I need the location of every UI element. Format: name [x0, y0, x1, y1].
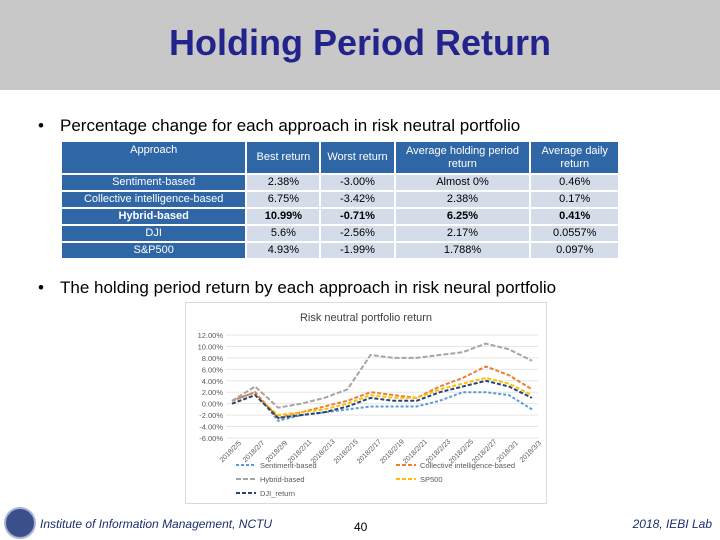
avg-holding-cell: 6.25% — [395, 209, 530, 224]
x-tick-label: 2018/2/5 — [219, 440, 243, 464]
bullet-text-2: The holding period return by each approa… — [60, 278, 557, 297]
page-number: 40 — [354, 520, 368, 534]
y-tick-label: -6.00% — [199, 434, 223, 443]
worst-return-cell: -3.00% — [321, 175, 394, 190]
avg-daily-cell: 0.17% — [531, 192, 618, 207]
avg-daily-cell: 0.46% — [531, 175, 618, 190]
table-row: Sentiment-based 2.38% -3.00% Almost 0% 0.46% — [62, 175, 618, 190]
series-line — [231, 379, 533, 420]
best-return-cell: 10.99% — [247, 209, 320, 224]
y-tick-label: 0.00% — [202, 400, 224, 409]
series-line — [231, 376, 533, 417]
best-return-cell: 2.38% — [247, 175, 320, 190]
approach-cell: Sentiment-based — [62, 175, 246, 190]
worst-return-cell: -2.56% — [321, 226, 394, 241]
avg-holding-cell: 2.17% — [395, 226, 530, 241]
avg-holding-cell: 2.38% — [395, 192, 530, 207]
y-tick-label: 6.00% — [202, 365, 224, 374]
legend-label: Sentiment-based — [260, 461, 317, 470]
worst-return-cell: -3.42% — [321, 192, 394, 207]
table-header-row: Approach Best return Worst return Averag… — [62, 142, 618, 173]
approach-cell: Hybrid-based — [62, 209, 246, 224]
approach-cell: S&P500 — [62, 243, 246, 258]
y-tick-label: 12.00% — [198, 331, 224, 340]
approach-cell: DJI — [62, 226, 246, 241]
y-tick-label: 2.00% — [202, 388, 224, 397]
chart-title: Risk neutral portfolio return — [300, 312, 432, 324]
best-return-cell: 4.93% — [247, 243, 320, 258]
series-line — [231, 391, 533, 422]
header-best-return: Best return — [247, 142, 320, 173]
worst-return-cell: -1.99% — [321, 243, 394, 258]
returns-table: Approach Best return Worst return Averag… — [60, 140, 620, 260]
chart-container: Risk neutral portfolio return 12.00% 10.00… — [185, 302, 547, 504]
legend-label: SP500 — [420, 475, 443, 484]
y-tick-label: 8.00% — [202, 354, 224, 363]
table-row: Hybrid-based 10.99% -0.71% 6.25% 0.41% — [62, 209, 618, 224]
y-tick-label: 10.00% — [198, 342, 224, 351]
table-row: DJI 5.6% -2.56% 2.17% 0.0557% — [62, 226, 618, 241]
legend-label: Collective intelligence-based — [420, 461, 515, 470]
bullet-point-2: • The holding period return by each appro… — [38, 278, 556, 298]
avg-daily-cell: 0.097% — [531, 243, 618, 258]
header-approach: Approach — [62, 142, 246, 173]
footer-institute: Institute of Information Management, NCT… — [40, 517, 273, 531]
table-row: S&P500 4.93% -1.99% 1.788% 0.097% — [62, 243, 618, 258]
legend-label: Hybrid-based — [260, 475, 305, 484]
bullet-text-1: Percentage change for each approach in r… — [60, 116, 521, 135]
avg-daily-cell: 0.0557% — [531, 226, 618, 241]
title-bar — [0, 0, 720, 90]
avg-holding-cell: 1.788% — [395, 243, 530, 258]
x-tick-label: 2018/3/3 — [519, 440, 543, 464]
line-chart: Risk neutral portfolio return 12.00% 10.00… — [198, 312, 544, 498]
bullet-icon: • — [38, 116, 44, 135]
legend-label: DJI_return — [260, 489, 295, 498]
y-tick-label: -4.00% — [199, 423, 223, 432]
footer-lab: 2018, IEBI Lab — [632, 517, 712, 531]
header-worst-return: Worst return — [321, 142, 394, 173]
header-avg-holding: Average holding period return — [395, 142, 530, 173]
avg-holding-cell: Almost 0% — [395, 175, 530, 190]
y-tick-label: 4.00% — [202, 377, 224, 386]
bullet-icon: • — [38, 278, 44, 297]
slide-title: Holding Period Return — [169, 22, 551, 63]
nctu-logo-icon — [4, 507, 36, 539]
best-return-cell: 5.6% — [247, 226, 320, 241]
best-return-cell: 6.75% — [247, 192, 320, 207]
header-avg-daily: Average daily return — [531, 142, 618, 173]
avg-daily-cell: 0.41% — [531, 209, 618, 224]
worst-return-cell: -0.71% — [321, 209, 394, 224]
bullet-point-1: • Percentage change for each approach in … — [38, 116, 520, 136]
approach-cell: Collective intelligence-based — [62, 192, 246, 207]
y-tick-label: -2.00% — [199, 411, 223, 420]
series-line — [231, 342, 533, 409]
table-row: Collective intelligence-based 6.75% -3.42%… — [62, 192, 618, 207]
